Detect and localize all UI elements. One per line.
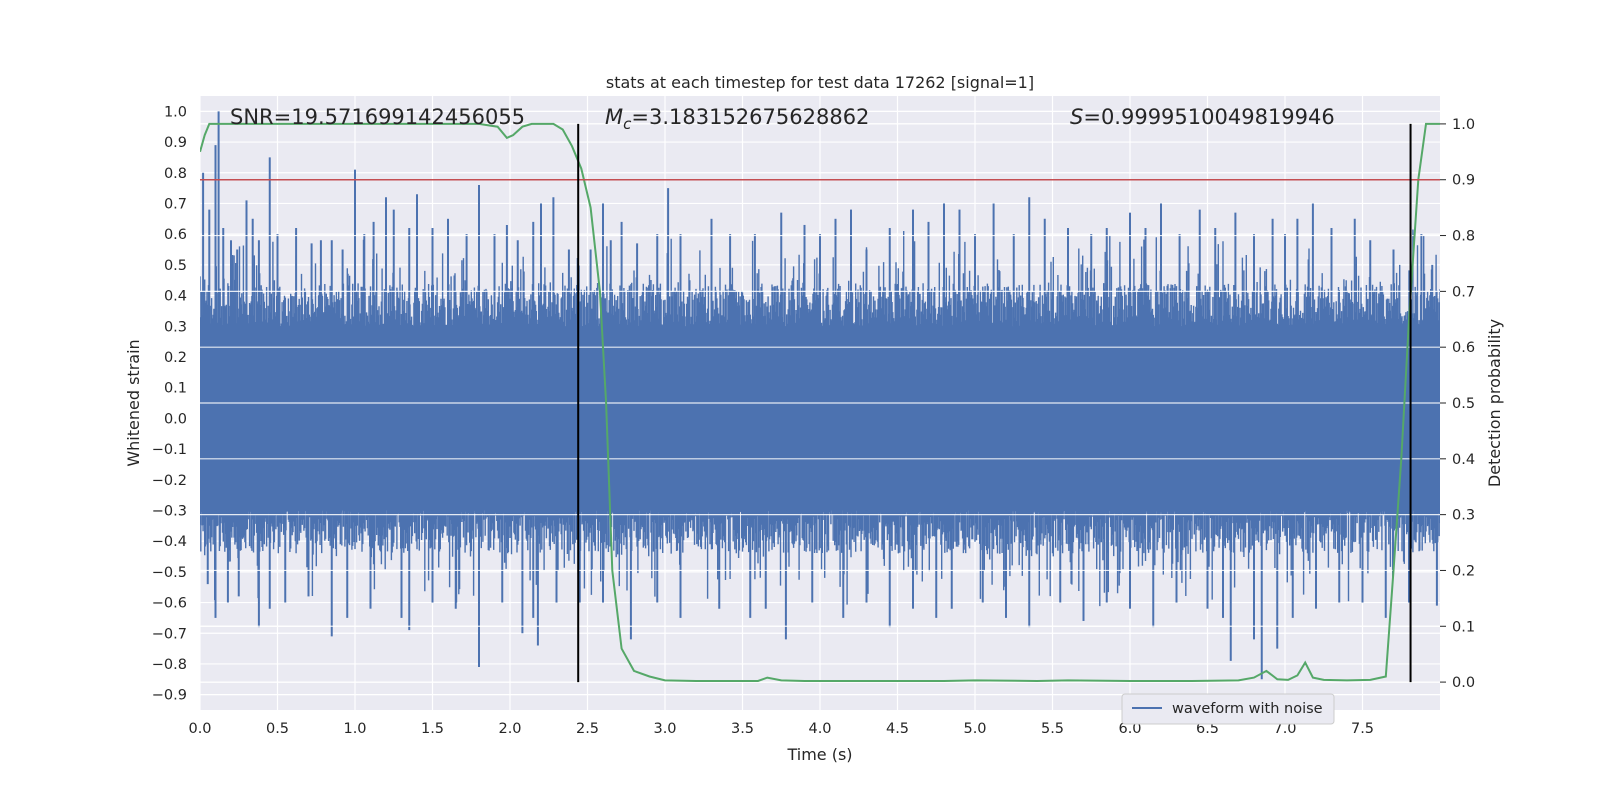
y-axis-left: −0.9 −0.8 −0.7 −0.6 −0.5 −0.4 −0.3 −0.2 −0.1 0.0 0… (152, 104, 187, 703)
grid-overlay (200, 123, 1440, 683)
score-value: =0.9999510049819946 (1083, 105, 1334, 129)
chirp-mass-annotation: Mc=3.183152675628862 (605, 105, 869, 133)
y2-tick-label: 0.7 (1452, 284, 1475, 300)
y-tick-label: −0.4 (152, 534, 187, 550)
y2-tick-label: 0.3 (1452, 508, 1475, 524)
x-tick-label: 7.0 (1273, 721, 1296, 737)
y-tick-label: 0.1 (164, 381, 187, 397)
y2-tick-label: 0.4 (1452, 452, 1475, 468)
x-tick-label: 6.0 (1118, 721, 1141, 737)
y-tick-label: −0.9 (152, 688, 187, 704)
y-tick-label: 0.7 (164, 196, 187, 212)
y-axis-label: Whitened strain (124, 339, 143, 466)
snr-annotation: SNR=19.571699142456055 (230, 105, 525, 129)
y2-tick-label: 0.2 (1452, 563, 1475, 579)
chirp-mass-symbol: M (605, 105, 623, 129)
x-tick-label: 6.5 (1196, 721, 1219, 737)
y2-axis-label: Detection probability (1485, 319, 1504, 487)
y-axis-right: 0.0 0.1 0.2 0.3 0.4 0.5 0.6 0.7 0.8 0.9 1.0 (1440, 117, 1475, 691)
waveform-core-band (200, 326, 1440, 511)
y-tick-label: −0.5 (152, 565, 187, 581)
x-tick-label: 0.0 (188, 721, 211, 737)
legend-box (1121, 693, 1335, 725)
x-tick-label: 2.5 (576, 721, 599, 737)
y2-tick-label: 1.0 (1452, 117, 1475, 133)
x-tick-label: 4.0 (808, 721, 831, 737)
x-axis-label: Time (s) (786, 745, 852, 764)
x-tick-label: 1.5 (421, 721, 444, 737)
y-tick-label: 0.2 (164, 350, 187, 366)
legend: waveform with noise (1121, 693, 1335, 725)
y-tick-label: 0.5 (164, 258, 187, 274)
y2-tick-label: 0.6 (1452, 340, 1475, 356)
y-tick-label: 1.0 (164, 104, 187, 120)
x-tick-label: 1.0 (343, 721, 366, 737)
y-tick-label: 0.9 (164, 135, 187, 151)
x-tick-label: 5.5 (1041, 721, 1064, 737)
probability-line (200, 122, 1440, 683)
y-tick-label: −0.8 (152, 657, 187, 673)
score-symbol: S (1070, 105, 1083, 129)
x-axis: 0.0 0.5 1.0 1.5 2.0 2.5 3.0 3.5 4.0 4.5 5.0 5.5 6.0 6… (188, 721, 1374, 737)
y2-tick-label: 0.8 (1452, 229, 1475, 245)
chirp-mass-value: =3.183152675628862 (631, 105, 869, 129)
y-tick-label: −0.7 (152, 626, 187, 642)
x-tick-label: 0.5 (266, 721, 289, 737)
chart-title: stats at each timestep for test data 172… (606, 73, 1034, 92)
y-tick-label: −0.1 (152, 442, 187, 458)
y-tick-label: 0.3 (164, 319, 187, 335)
y-tick-label: 0.8 (164, 166, 187, 182)
y-tick-label: −0.3 (152, 503, 187, 519)
x-tick-label: 2.0 (498, 721, 521, 737)
x-tick-label: 3.5 (731, 721, 754, 737)
y-tick-label: −0.6 (152, 596, 187, 612)
legend-label-waveform: waveform with noise (1172, 701, 1323, 717)
y2-tick-label: 0.1 (1452, 619, 1475, 635)
chirp-mass-subscript: c (623, 115, 632, 133)
y2-tick-label: 0.0 (1452, 675, 1475, 691)
waveform-series (200, 111, 1440, 683)
probability-series (200, 122, 1440, 683)
x-tick-label: 4.5 (886, 721, 909, 737)
y2-tick-label: 0.9 (1452, 173, 1475, 189)
score-annotation: S=0.9999510049819946 (1070, 105, 1335, 129)
x-tick-label: 7.5 (1351, 721, 1374, 737)
x-tick-label: 5.0 (963, 721, 986, 737)
y-tick-label: −0.2 (152, 473, 187, 489)
x-tick-label: 3.0 (653, 721, 676, 737)
y-tick-label: 0.6 (164, 227, 187, 243)
y-tick-label: 0.4 (164, 289, 187, 305)
y-tick-label: 0.0 (164, 411, 187, 427)
y2-tick-label: 0.5 (1452, 396, 1475, 412)
reference-lines (200, 123, 1440, 683)
